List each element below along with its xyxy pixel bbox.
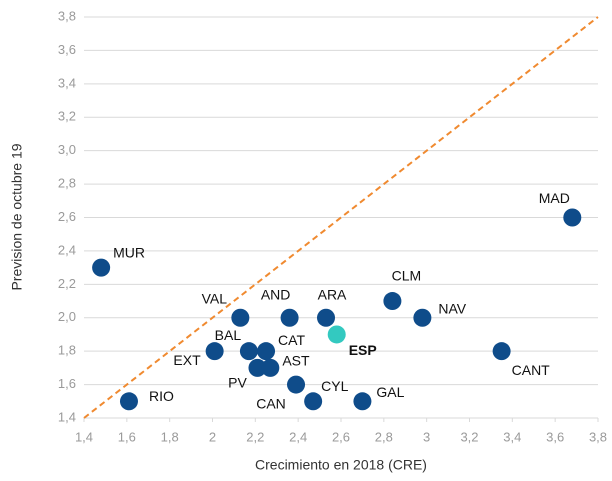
point-label: BAL [215, 327, 242, 343]
point [304, 392, 323, 411]
y-tick-label: 2,6 [58, 209, 76, 224]
point [239, 342, 258, 361]
point [92, 258, 111, 277]
point-label: AST [282, 353, 310, 369]
x-tick-label: 1,6 [118, 429, 136, 444]
x-tick-label: 3,4 [503, 429, 521, 444]
point-label: EXT [173, 352, 201, 368]
y-tick-label: 3,4 [58, 75, 76, 90]
x-tick-label: 3,2 [460, 429, 478, 444]
point-label: NAV [438, 300, 466, 316]
x-tick-label: 2,4 [289, 429, 307, 444]
y-tick-label: 2,0 [58, 309, 76, 324]
y-tick-label: 3,2 [58, 109, 76, 124]
point [383, 292, 402, 311]
y-tick-label: 2,2 [58, 276, 76, 291]
point-label: MAD [539, 190, 570, 206]
y-tick-label: 3,6 [58, 42, 76, 57]
point [413, 308, 432, 327]
x-tick-label: 2,6 [332, 429, 350, 444]
point [119, 392, 138, 411]
point [287, 375, 306, 394]
point-label: ESP [349, 342, 377, 358]
point [261, 358, 280, 377]
x-tick-label: 2,8 [375, 429, 393, 444]
y-tick-label: 1,4 [58, 409, 76, 424]
point [280, 308, 299, 327]
y-tick-label: 2,4 [58, 242, 76, 257]
point-label: RIO [149, 388, 174, 404]
point-label: CAT [278, 332, 305, 348]
y-tick-label: 3,8 [58, 8, 76, 23]
x-tick-label: 2 [209, 429, 216, 444]
point [257, 342, 276, 361]
point [492, 342, 511, 361]
point-label: ARA [318, 286, 347, 302]
point [205, 342, 224, 361]
x-tick-label: 3 [423, 429, 430, 444]
point [353, 392, 372, 411]
point [231, 308, 250, 327]
diagonal-line [83, 16, 599, 419]
x-tick-label: 1,8 [161, 429, 179, 444]
y-axis-label: Prevision de octubre 19 [9, 143, 25, 290]
point [317, 308, 336, 327]
x-tick-label: 3,6 [546, 429, 564, 444]
point-label: PV [228, 375, 247, 391]
y-tick-label: 1,8 [58, 343, 76, 358]
point-label: CAN [256, 395, 286, 411]
y-tick-label: 1,6 [58, 376, 76, 391]
y-tick-label: 3,0 [58, 142, 76, 157]
x-axis-label: Crecimiento en 2018 (CRE) [255, 457, 427, 473]
point [327, 325, 346, 344]
point-label: GAL [376, 384, 404, 400]
point-label: CLM [392, 268, 422, 284]
point-label: CYL [321, 378, 348, 394]
point [248, 358, 267, 377]
x-tick-label: 3,8 [589, 429, 607, 444]
point-label: AND [261, 286, 291, 302]
point-label: MUR [113, 244, 145, 260]
y-tick-label: 2,8 [58, 176, 76, 191]
point [563, 208, 582, 227]
x-tick-label: 1,4 [75, 429, 93, 444]
x-tick-label: 2,2 [246, 429, 264, 444]
point-label: VAL [202, 290, 228, 306]
point-label: CANT [512, 362, 551, 378]
